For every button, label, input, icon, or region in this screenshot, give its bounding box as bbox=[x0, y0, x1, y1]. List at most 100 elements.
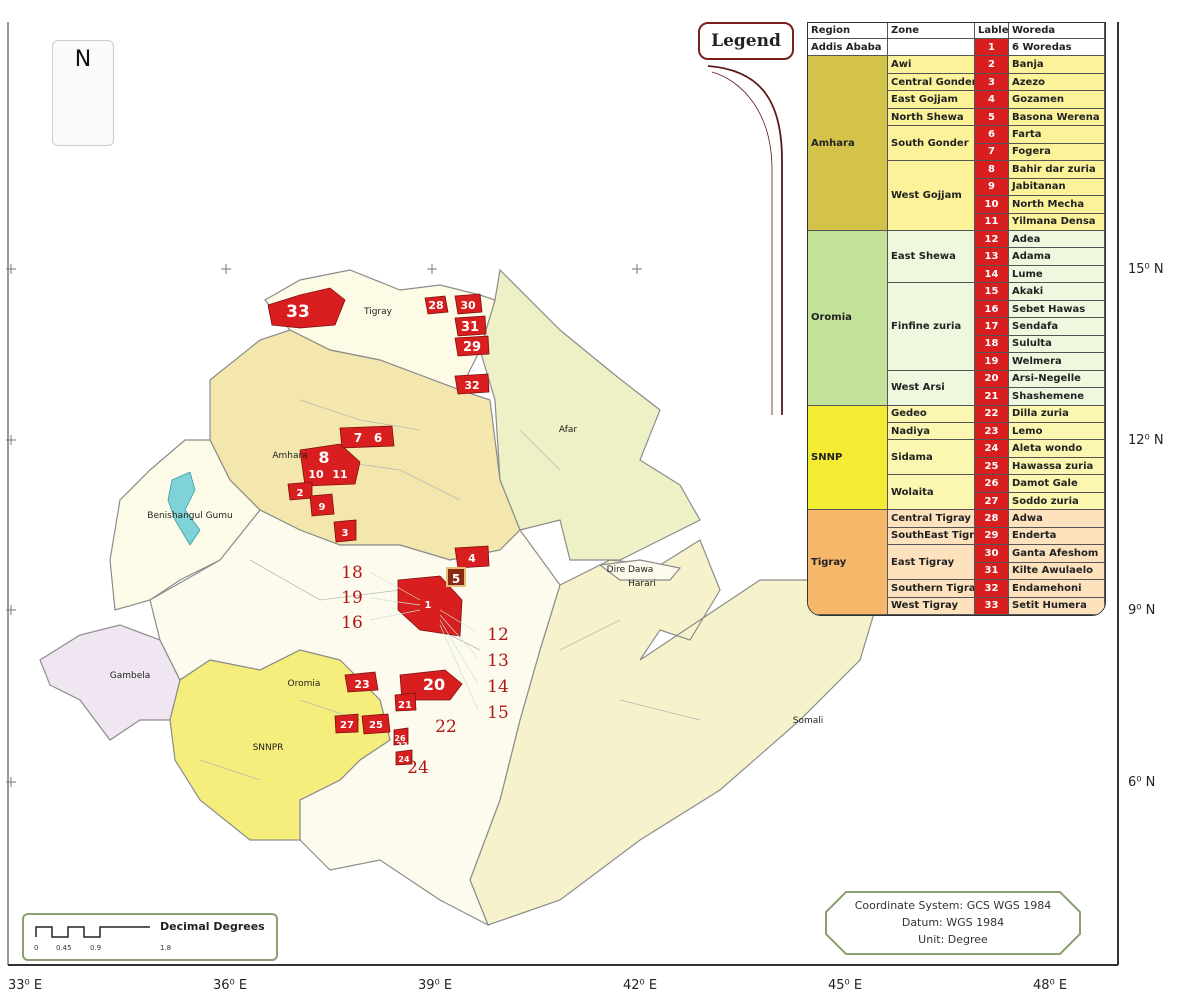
woreda-32-patch bbox=[454, 373, 490, 395]
callout-number: 13 bbox=[487, 651, 509, 671]
longitude-label: 36⁰ E bbox=[213, 978, 248, 993]
north-letter: N bbox=[74, 47, 92, 72]
map-woreda-label: 31 bbox=[461, 320, 479, 335]
lake-symbol bbox=[167, 471, 201, 546]
coordinate-datum: Datum: WGS 1984 bbox=[901, 916, 1005, 929]
legend-woreda-cell: Azezo bbox=[1009, 73, 1105, 92]
legend-label-cell: 31 bbox=[975, 562, 1009, 581]
map-woreda-label: 29 bbox=[463, 340, 481, 355]
scale-tick: 1.8 bbox=[160, 944, 172, 952]
legend-zone-cell: Awi bbox=[888, 56, 975, 74]
map-woreda-label: 9 bbox=[319, 502, 326, 513]
woreda-22-patch bbox=[393, 727, 409, 746]
map-woreda-label: 5 bbox=[452, 572, 460, 586]
woreda-21-patch bbox=[394, 692, 417, 712]
map-woreda-label: 24 bbox=[398, 755, 410, 764]
legend-zone-cell: Wolaita bbox=[888, 475, 975, 511]
legend-label-cell: 4 bbox=[975, 91, 1009, 109]
map-woreda-label: 22 bbox=[396, 741, 407, 750]
legend-zone-cell: East Gojjam bbox=[888, 91, 975, 109]
legend-woreda-cell: Bahir dar zuria bbox=[1009, 161, 1105, 179]
legend-zone-cell: Gedeo bbox=[888, 405, 975, 423]
map-woreda-label: 33 bbox=[286, 302, 310, 322]
legend-woreda-cell: Lemo bbox=[1009, 423, 1105, 441]
legend-label-cell: 24 bbox=[975, 440, 1009, 458]
legend-woreda-cell: Kilte Awulaelo bbox=[1009, 562, 1105, 581]
latitude-label: 12⁰ N bbox=[1128, 433, 1164, 448]
legend-label-cell: 13 bbox=[975, 248, 1009, 266]
legend-zone-cell: Central Gonder bbox=[888, 73, 975, 92]
map-region-label: Harari bbox=[628, 579, 656, 589]
coordinate-unit: Unit: Degree bbox=[918, 933, 988, 946]
map-woreda-label: 4 bbox=[468, 552, 476, 565]
region-labels: Tigray Afar Amhara Benishangul Gumu Dire Daw… bbox=[110, 307, 824, 753]
legend-zone-cell: West Arsi bbox=[888, 370, 975, 406]
legend-woreda-cell: Shashemene bbox=[1009, 388, 1105, 406]
coordinate-system: Coordinate System: GCS WGS 1984 bbox=[854, 899, 1052, 912]
legend-woreda-cell: Soddo zuria bbox=[1009, 492, 1105, 511]
legend-woreda-cell: Welmera bbox=[1009, 353, 1105, 371]
latitude-label: 9⁰ N bbox=[1128, 603, 1156, 618]
map-woreda-label: 6 bbox=[374, 431, 382, 445]
legend-label-cell: 7 bbox=[975, 143, 1009, 162]
legend-connector-line bbox=[707, 65, 783, 415]
legend-woreda-cell: Arsi-Negelle bbox=[1009, 370, 1105, 389]
woreda-patches bbox=[267, 287, 490, 766]
map-woreda-label: 21 bbox=[398, 700, 412, 711]
woreda-31-patch bbox=[454, 315, 487, 337]
callout-number: 14 bbox=[487, 677, 509, 697]
legend-woreda-cell: Damot Gale bbox=[1009, 475, 1105, 493]
map-woreda-label: 32 bbox=[464, 379, 479, 392]
woreda-3-patch bbox=[333, 519, 357, 543]
scale-tick: 0.9 bbox=[90, 944, 102, 952]
map-woreda-label: 27 bbox=[340, 720, 354, 731]
region-gambela bbox=[39, 624, 181, 741]
legend-connector-line-inner bbox=[711, 71, 773, 415]
legend-label-cell: 32 bbox=[975, 580, 1009, 598]
legend-region-cell: SNNP bbox=[808, 405, 888, 511]
map-region-label: Benishangul Gumu bbox=[147, 511, 232, 521]
woreda-4-patch bbox=[454, 545, 490, 569]
legend-woreda-cell: Fogera bbox=[1009, 143, 1105, 162]
legend-woreda-cell: Adwa bbox=[1009, 510, 1105, 528]
map-woreda-label: 26 bbox=[394, 734, 406, 743]
legend-zone-cell: Central Tigray bbox=[888, 510, 975, 528]
legend-woreda-cell: Setit Humera bbox=[1009, 597, 1105, 615]
map-woreda-label: 2 bbox=[297, 488, 304, 499]
map-woreda-label: 28 bbox=[428, 299, 443, 312]
latitude-label: 15⁰ N bbox=[1128, 262, 1164, 277]
coordinate-info-frame bbox=[825, 891, 1081, 955]
legend-zone-cell: South Gonder bbox=[888, 126, 975, 162]
callout-number: 18 bbox=[341, 563, 363, 583]
legend-woreda-cell: Jabitanan bbox=[1009, 178, 1105, 197]
legend-woreda-cell: Adama bbox=[1009, 248, 1105, 266]
legend-woreda-cell: Aleta wondo bbox=[1009, 440, 1105, 458]
woreda-5-patch bbox=[446, 567, 466, 587]
legend-header-zone: Zone bbox=[888, 23, 975, 39]
legend-woreda-cell: North Mecha bbox=[1009, 196, 1105, 214]
legend-label-cell: 22 bbox=[975, 405, 1009, 423]
callout-number: 15 bbox=[487, 703, 509, 723]
north-arrow-box: N bbox=[52, 40, 114, 146]
scale-unit: Decimal Degrees bbox=[160, 920, 265, 933]
legend-label-cell: 2 bbox=[975, 56, 1009, 74]
legend-label-cell: 23 bbox=[975, 423, 1009, 441]
legend-woreda-cell: Basona Werena bbox=[1009, 108, 1105, 127]
legend-woreda-cell: Sebet Hawas bbox=[1009, 300, 1105, 319]
legend-label-cell: 25 bbox=[975, 457, 1009, 476]
zone-boundaries bbox=[199, 399, 701, 781]
legend-label-cell: 19 bbox=[975, 353, 1009, 371]
legend-header-region: Region bbox=[808, 23, 888, 39]
woreda-23-patch bbox=[344, 671, 379, 693]
legend-label-cell: 15 bbox=[975, 283, 1009, 301]
legend-woreda-cell: Enderta bbox=[1009, 527, 1105, 546]
map-region-label: SNNPR bbox=[253, 743, 284, 753]
map-woreda-label: 30 bbox=[460, 299, 476, 312]
map-woreda-label: 3 bbox=[342, 528, 349, 539]
legend-zone-cell: Nadiya bbox=[888, 423, 975, 441]
region-snnpr bbox=[169, 649, 391, 841]
legend-zone-cell: Finfine zuria bbox=[888, 283, 975, 371]
legend-woreda-cell: Endamehoni bbox=[1009, 580, 1105, 598]
legend-label-cell: 17 bbox=[975, 318, 1009, 336]
